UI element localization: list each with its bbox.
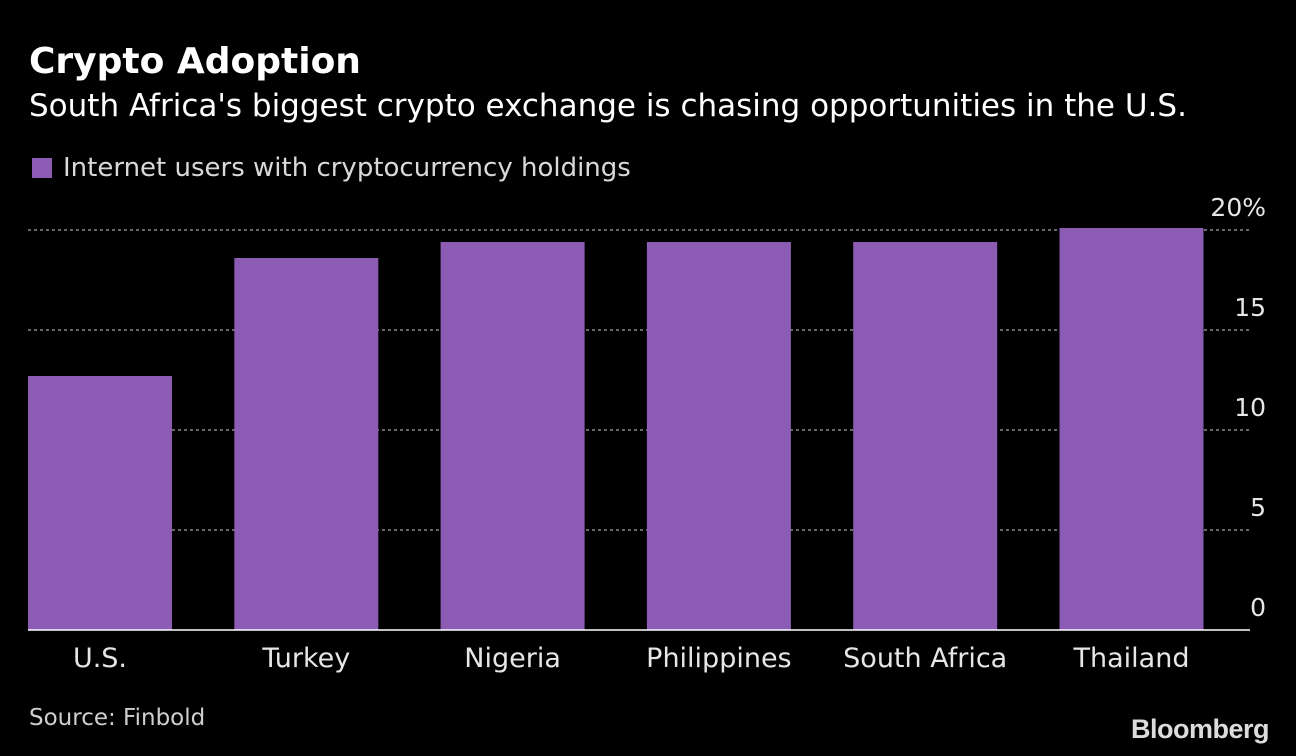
y-tick-label: 10 <box>1234 393 1266 422</box>
y-tick-label: 5 <box>1250 493 1266 522</box>
legend-swatch <box>32 158 52 178</box>
chart-subtitle: South Africa's biggest crypto exchange i… <box>29 88 1187 124</box>
bar <box>646 242 791 630</box>
y-tick-label: 20% <box>1210 193 1266 222</box>
x-tick-label: Nigeria <box>464 643 561 674</box>
x-tick-label: U.S. <box>73 643 127 674</box>
x-tick-label: South Africa <box>843 643 1007 674</box>
legend-label: Internet users with cryptocurrency holdi… <box>63 153 631 183</box>
legend: Internet users with cryptocurrency holdi… <box>32 148 631 188</box>
bar <box>234 258 379 630</box>
x-tick-label: Thailand <box>1073 643 1190 674</box>
bar <box>1059 228 1204 630</box>
chart-title: Crypto Adoption <box>29 41 361 82</box>
bar <box>28 376 172 630</box>
bar <box>853 242 998 630</box>
y-tick-label: 15 <box>1234 293 1266 322</box>
bloomberg-logo: Bloomberg <box>1130 714 1270 744</box>
bar <box>440 242 585 630</box>
x-tick-label: Philippines <box>646 643 791 674</box>
source-note: Source: Finbold <box>29 705 206 731</box>
x-tick-label: Turkey <box>261 643 350 674</box>
y-tick-label: 0 <box>1250 593 1266 622</box>
